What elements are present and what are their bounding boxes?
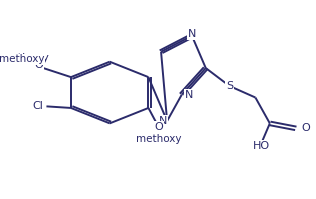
Text: N: N <box>185 90 193 100</box>
Text: O: O <box>35 60 44 70</box>
Text: N: N <box>159 116 167 126</box>
Text: N: N <box>188 29 196 39</box>
Text: methoxy: methoxy <box>0 54 45 64</box>
Text: O: O <box>301 123 310 133</box>
Text: S: S <box>226 81 233 91</box>
Text: O: O <box>154 122 163 132</box>
Text: methoxy: methoxy <box>0 53 49 63</box>
Text: Cl: Cl <box>33 101 44 111</box>
Text: HO: HO <box>252 141 270 151</box>
Text: methoxy: methoxy <box>136 134 181 144</box>
